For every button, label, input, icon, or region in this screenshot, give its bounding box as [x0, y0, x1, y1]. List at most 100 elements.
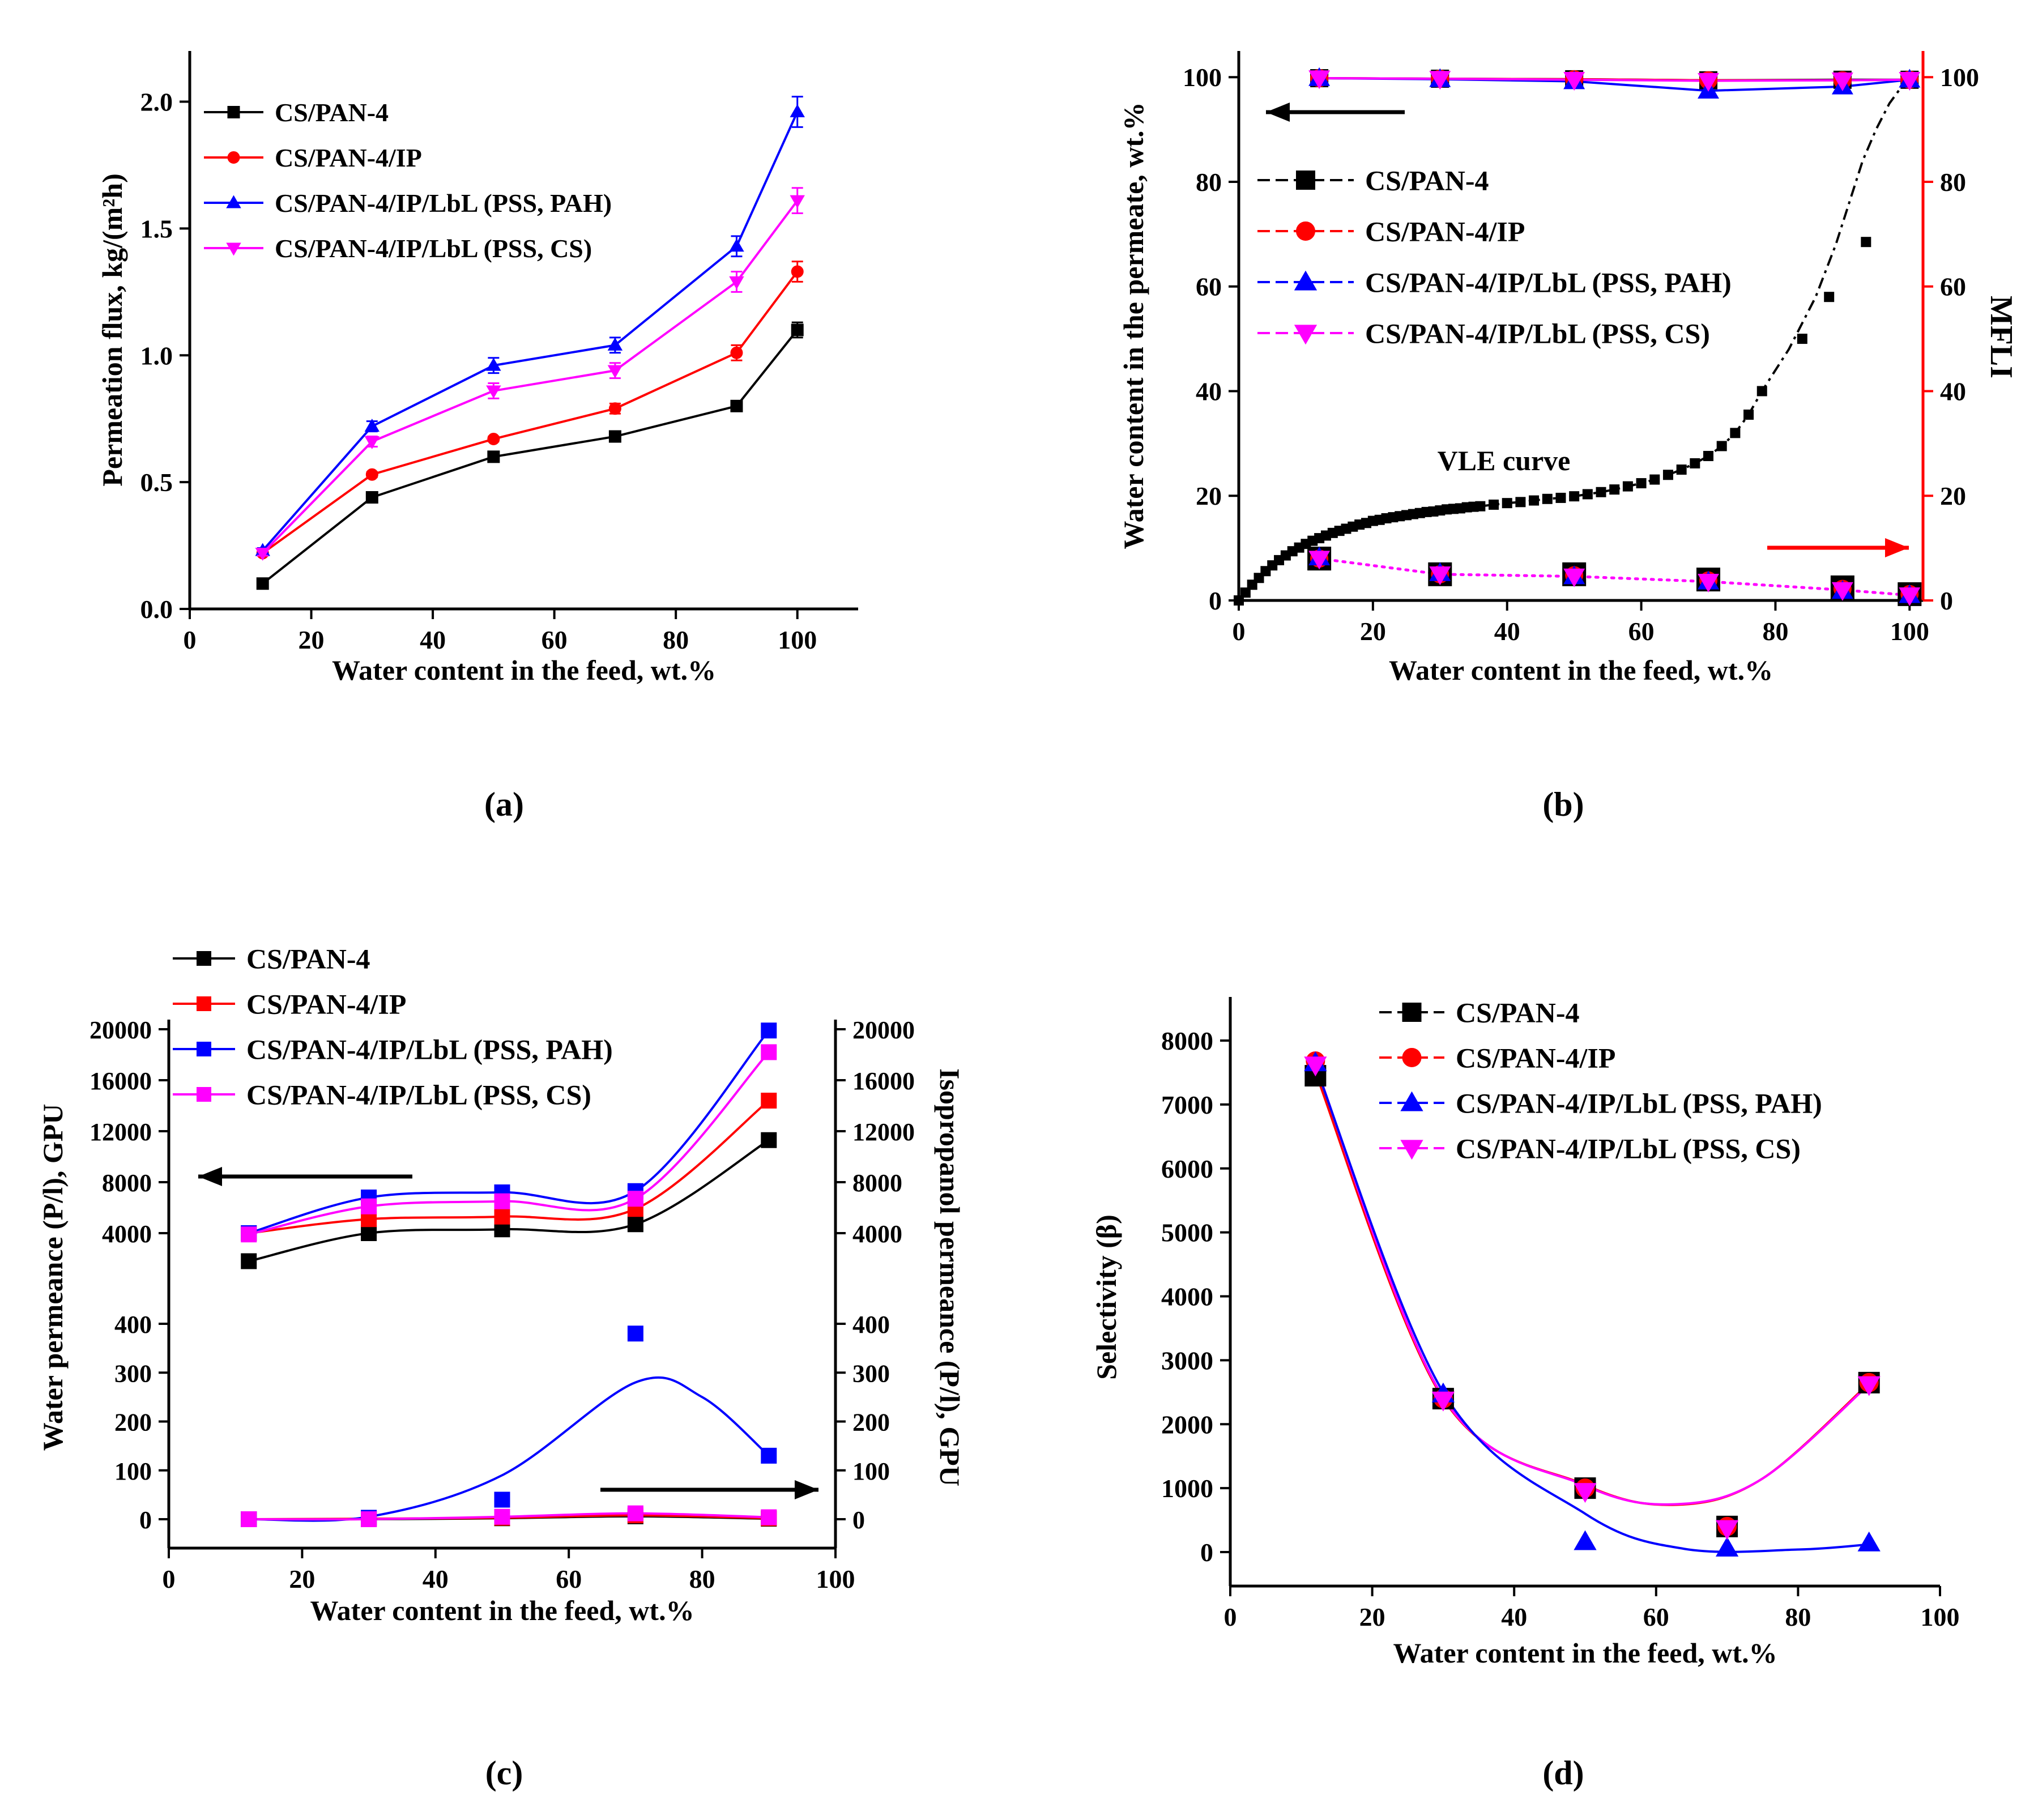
y-tick-label: 2000: [1161, 1410, 1213, 1439]
x-tick-label: 80: [1785, 1602, 1811, 1631]
y-tick-label: 200: [114, 1409, 152, 1437]
legend-marker: [1402, 1003, 1422, 1022]
y-tick-label: 1.0: [140, 341, 173, 370]
water-point: [494, 1193, 510, 1209]
data-point: [1304, 1056, 1327, 1077]
data-point: [608, 402, 621, 415]
legend-marker: [1400, 1091, 1423, 1111]
x-axis-label: Water content in the feed, wt.%: [310, 1595, 694, 1626]
y-tick-label: 0: [139, 1506, 152, 1534]
data-point: [1715, 1520, 1739, 1540]
data-point: [730, 399, 743, 412]
x-axis-label: Water content in the feed, wt.%: [332, 654, 716, 686]
y-tick-label: 80: [1196, 168, 1222, 197]
y-tick-label-right: 300: [852, 1359, 890, 1387]
fit-curve-blue: [1314, 1065, 1869, 1553]
series-line: [262, 271, 799, 555]
vle-point: [1662, 470, 1673, 480]
legend-marker: [1296, 221, 1315, 241]
legend-marker: [1294, 325, 1318, 345]
vle-point: [1649, 474, 1660, 485]
data-point: [1308, 70, 1331, 89]
y-tick-label-right: 16000: [852, 1067, 915, 1095]
panel-label: (b): [1542, 786, 1584, 823]
legend-label: CS/PAN-4/IP/LbL (PSS, PAH): [275, 189, 612, 218]
data-point: [1574, 1483, 1597, 1503]
x-tick-label: 20: [1360, 617, 1386, 646]
vle-point: [1622, 481, 1633, 492]
x-tick-label: 40: [420, 625, 446, 654]
data-point: [1857, 1376, 1881, 1396]
mfli-point: [1899, 587, 1921, 607]
arrow-left-head: [1266, 103, 1290, 122]
vle-point: [1824, 292, 1835, 302]
vle-point: [1609, 484, 1620, 495]
data-point: [365, 468, 378, 481]
vle-point: [1730, 428, 1741, 438]
x-tick-label: 0: [163, 1565, 176, 1593]
chart-b: 0 20 40 60 80 100 0 20 40 60 80 100 0 20 40 60 80 100 Wate…: [1118, 51, 2019, 823]
data-point: [607, 365, 623, 378]
arrow-right-head: [795, 1480, 818, 1499]
arrow-left-head: [198, 1167, 222, 1186]
chart-d: 0 20 40 60 80 1000100020003000400050006000700…: [1090, 997, 1960, 1792]
vle-point: [1690, 458, 1700, 468]
y-tick-label: 0: [1209, 586, 1222, 615]
y-tick-label-right: 400: [852, 1311, 890, 1339]
vle-point: [1475, 501, 1486, 512]
legend-marker: [227, 151, 240, 164]
y-axis-label-right: Isopropanol permeance (P/l), GPU: [934, 1068, 966, 1486]
legend-marker: [1296, 171, 1315, 190]
vle-point: [1529, 495, 1540, 506]
y-tick-label: 2.0: [140, 88, 173, 117]
data-point: [790, 104, 805, 117]
data-point: [255, 548, 270, 561]
vle-point: [1489, 499, 1499, 510]
data-point: [1574, 1530, 1597, 1550]
legend-marker: [226, 195, 241, 208]
y-tick-label-right: 12000: [852, 1118, 915, 1146]
x-tick-label: 40: [1501, 1602, 1527, 1631]
y-tick-label: 5000: [1161, 1218, 1213, 1247]
mfli-point: [1429, 566, 1451, 586]
isopropanol-point: [761, 1447, 777, 1464]
isopropanol-point: [241, 1511, 257, 1527]
data-point: [365, 491, 378, 504]
panel-label: (a): [484, 786, 524, 823]
mfli-point: [1831, 582, 1853, 601]
data-point: [364, 436, 380, 450]
y-tick-label: 12000: [89, 1118, 152, 1146]
data-point: [729, 238, 744, 252]
legend-label: CS/PAN-4/IP/LbL (PSS, PAH): [246, 1034, 613, 1065]
water-point: [241, 1253, 257, 1269]
y-tick-label: 4000: [102, 1220, 152, 1248]
legend-marker: [226, 242, 241, 256]
x-tick-label: 80: [663, 625, 689, 654]
legend-label: CS/PAN-4/IP/LbL (PSS, CS): [246, 1079, 591, 1111]
legend-marker: [1402, 1048, 1422, 1067]
legend-label: CS/PAN-4/IP/LbL (PSS, PAH): [1365, 267, 1732, 299]
legend-marker: [197, 951, 211, 966]
data-point: [487, 450, 500, 463]
x-tick-label: 20: [289, 1565, 315, 1593]
mfli-point: [1308, 551, 1331, 570]
y-tick-label-right: 60: [1940, 272, 1966, 301]
vle-point: [1502, 498, 1512, 509]
x-tick-label: 60: [556, 1565, 582, 1593]
x-axis-label: Water content in the feed, wt.%: [1389, 654, 1773, 686]
legend-marker: [197, 996, 211, 1011]
data-point: [486, 357, 501, 371]
legend-marker: [1400, 1140, 1423, 1160]
vle-point: [1861, 237, 1871, 248]
y-tick-label: 1000: [1161, 1474, 1213, 1503]
isopropanol-point: [494, 1508, 510, 1525]
isopropanol-point: [361, 1511, 377, 1527]
isopropanol-point: [627, 1505, 643, 1521]
data-point: [487, 433, 500, 446]
panel-label: (c): [485, 1754, 523, 1792]
vle-point: [1555, 492, 1566, 503]
data-point: [364, 419, 380, 432]
data-point: [1899, 72, 1921, 91]
series-line: [262, 329, 799, 585]
